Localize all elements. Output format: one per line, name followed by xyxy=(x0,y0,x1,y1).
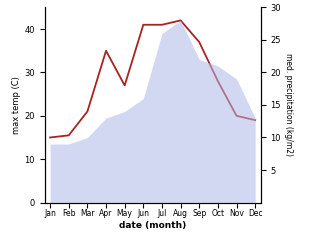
Y-axis label: med. precipitation (kg/m2): med. precipitation (kg/m2) xyxy=(284,53,293,157)
X-axis label: date (month): date (month) xyxy=(119,221,186,229)
Y-axis label: max temp (C): max temp (C) xyxy=(12,76,21,134)
